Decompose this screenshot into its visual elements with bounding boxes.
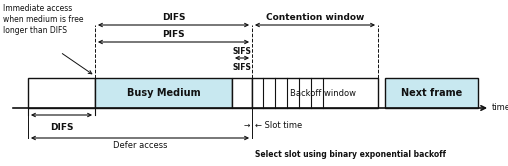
Bar [232,78,252,108]
Text: Busy Medium: Busy Medium [126,88,200,98]
Bar [28,78,95,108]
Text: Immediate access
when medium is free
longer than DIFS: Immediate access when medium is free lon… [3,4,83,35]
Text: time: time [492,103,508,113]
Bar [95,78,232,108]
Bar [252,78,378,108]
Text: →: → [244,121,250,129]
Text: DIFS: DIFS [50,123,73,132]
Bar [385,78,478,108]
Text: Contention window: Contention window [266,13,364,22]
Text: SIFS: SIFS [233,63,251,72]
Text: PIFS: PIFS [162,30,185,39]
Text: DIFS: DIFS [162,13,185,22]
Text: ← Slot time: ← Slot time [255,121,302,129]
Text: Select slot using binary exponential backoff: Select slot using binary exponential bac… [255,150,446,159]
Text: SIFS: SIFS [233,47,251,56]
Text: Backoff window: Backoff window [290,88,356,97]
Text: Defer access: Defer access [113,141,167,150]
Text: Next frame: Next frame [401,88,462,98]
